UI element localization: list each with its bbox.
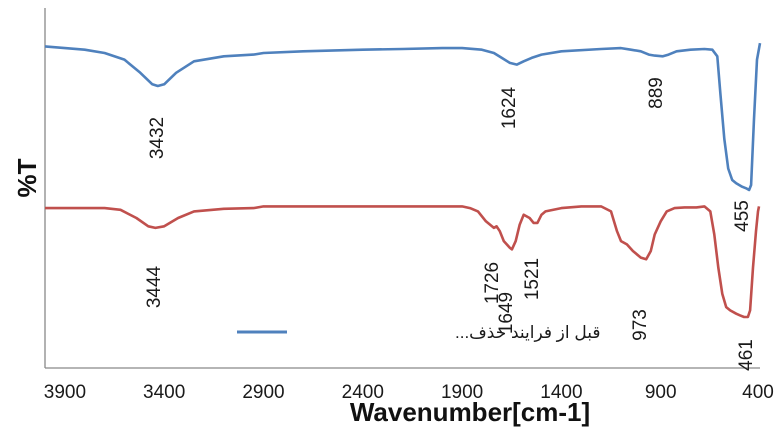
peak-label-889: 889 bbox=[646, 77, 667, 109]
x-tick-label-2400: 2400 bbox=[342, 382, 384, 403]
x-tick-label-1400: 1400 bbox=[540, 382, 582, 403]
x-axis-title: Wavenumber[cm-1] bbox=[350, 397, 590, 427]
x-tick-label-2900: 2900 bbox=[242, 382, 284, 403]
x-tick-label-3900: 3900 bbox=[44, 382, 86, 403]
series-line-blue bbox=[44, 42, 762, 192]
series-line-red bbox=[45, 205, 761, 319]
peak-label-1649: 1649 bbox=[496, 292, 517, 334]
peak-label-1624: 1624 bbox=[499, 86, 520, 129]
peak-label-3432: 3432 bbox=[147, 117, 168, 159]
peak-label-455: 455 bbox=[732, 200, 753, 232]
x-tick-label-900: 900 bbox=[645, 382, 677, 403]
peak-label-973: 973 bbox=[630, 309, 651, 341]
x-tick-label-3400: 3400 bbox=[143, 382, 185, 403]
x-tick-label-1900: 1900 bbox=[441, 382, 483, 403]
legend: قبل از فرایند حذف... bbox=[237, 323, 600, 342]
peak-label-1521: 1521 bbox=[522, 258, 543, 300]
peak-label-3444: 3444 bbox=[144, 265, 165, 308]
peak-label-1726: 1726 bbox=[482, 262, 503, 304]
peak-label-461: 461 bbox=[736, 339, 757, 371]
x-tick-label-400: 400 bbox=[742, 382, 774, 403]
y-axis-title: %T bbox=[12, 158, 42, 197]
legend-entry-label: قبل از فرایند حذف... bbox=[455, 323, 600, 342]
